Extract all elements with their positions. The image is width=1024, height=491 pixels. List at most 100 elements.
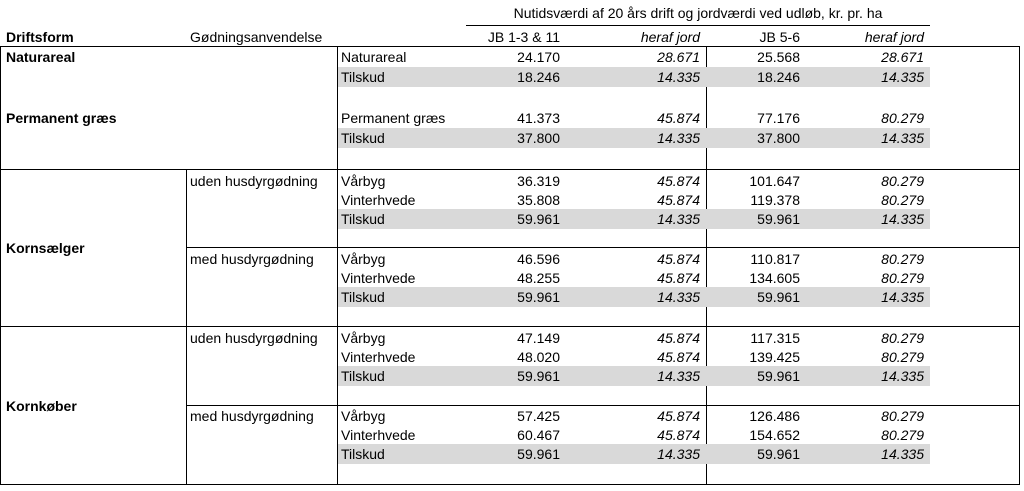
row-crop-label: Vinterhvede [341, 427, 416, 443]
row-value-jb1: 48.020 [517, 349, 560, 365]
shaded-row-background [338, 209, 930, 229]
row-crop-label: Vårbyg [341, 251, 386, 267]
row-value-heraf1: 45.874 [657, 251, 700, 267]
row-value-heraf1: 45.874 [657, 192, 700, 208]
col-header-jb1: JB 1-3 & 11 [487, 29, 560, 45]
row-value-jb2: 59.961 [757, 446, 800, 462]
row-value-heraf1: 14.335 [657, 211, 700, 227]
row-value-jb1: 41.373 [517, 110, 560, 126]
row-value-heraf2: 14.335 [881, 130, 924, 146]
row-value-jb1: 46.596 [517, 251, 560, 267]
row-value-jb1: 36.319 [517, 173, 560, 189]
row-crop-label: Tilskud [341, 130, 385, 146]
row-crop-label: Vinterhvede [341, 349, 416, 365]
row-crop-label: Tilskud [341, 69, 385, 85]
row-value-jb2: 25.568 [757, 49, 800, 65]
row-value-heraf2: 14.335 [881, 69, 924, 85]
row-value-heraf1: 45.874 [657, 110, 700, 126]
section-rule [0, 326, 1020, 327]
header-underline [466, 25, 930, 26]
row-value-heraf1: 45.874 [657, 330, 700, 346]
shaded-row-background [338, 444, 930, 464]
row-value-heraf1: 14.335 [657, 130, 700, 146]
row-value-jb2: 59.961 [757, 368, 800, 384]
row-value-jb1: 35.808 [517, 192, 560, 208]
subgroup-label: med husdyrgødning [190, 251, 314, 267]
row-crop-label: Vårbyg [341, 408, 386, 424]
row-crop-label: Naturareal [341, 49, 407, 65]
column-divider [186, 169, 187, 484]
row-value-heraf1: 45.874 [657, 349, 700, 365]
row-value-heraf2: 14.335 [881, 368, 924, 384]
row-value-heraf2: 80.279 [881, 173, 924, 189]
table-left-border [0, 46, 1, 484]
row-value-heraf2: 14.335 [881, 446, 924, 462]
subgroup-label: uden husdyrgødning [190, 173, 318, 189]
row-value-jb2: 139.425 [749, 349, 800, 365]
row-crop-label: Tilskud [341, 211, 385, 227]
row-value-heraf2: 80.279 [881, 427, 924, 443]
row-crop-label: Vårbyg [341, 330, 386, 346]
row-value-heraf2: 80.279 [881, 330, 924, 346]
header-span-title: Nutidsværdi af 20 års drift og jordværdi… [513, 5, 883, 21]
col-header-heraf1: heraf jord [640, 29, 700, 45]
row-value-heraf2: 14.335 [881, 211, 924, 227]
header-rule [0, 46, 1020, 47]
row-value-jb1: 48.255 [517, 270, 560, 286]
col-header-godning: Gødningsanvendelse [190, 29, 323, 45]
subsection-rule [186, 405, 1020, 406]
row-value-jb2: 77.176 [757, 110, 800, 126]
row-value-heraf2: 28.671 [881, 49, 924, 65]
row-crop-label: Permanent græs [341, 110, 446, 126]
row-value-heraf1: 45.874 [657, 270, 700, 286]
table-right-border [1019, 46, 1020, 484]
row-value-jb2: 18.246 [757, 69, 800, 85]
shaded-row-background [338, 128, 930, 148]
row-value-jb1: 59.961 [517, 368, 560, 384]
row-value-heraf1: 45.874 [657, 408, 700, 424]
row-value-jb2: 154.652 [749, 427, 800, 443]
shaded-row-background [338, 287, 930, 307]
row-value-jb1: 18.246 [517, 69, 560, 85]
row-value-heraf2: 80.279 [881, 251, 924, 267]
row-value-jb1: 59.961 [517, 289, 560, 305]
row-value-jb1: 57.425 [517, 408, 560, 424]
row-crop-label: Tilskud [341, 368, 385, 384]
row-value-heraf1: 14.335 [657, 289, 700, 305]
row-value-jb1: 59.961 [517, 211, 560, 227]
row-value-jb2: 110.817 [750, 251, 800, 267]
group-label: Kornsælger [6, 240, 85, 256]
shaded-row-background [338, 366, 930, 386]
row-value-jb2: 59.961 [757, 289, 800, 305]
row-crop-label: Vårbyg [341, 173, 386, 189]
subgroup-label: uden husdyrgødning [190, 330, 318, 346]
col-header-jb2: JB 5-6 [759, 29, 800, 45]
row-crop-label: Tilskud [341, 446, 385, 462]
row-value-jb1: 59.961 [517, 446, 560, 462]
row-value-jb2: 59.961 [757, 211, 800, 227]
row-value-heraf1: 14.335 [657, 69, 700, 85]
row-value-jb2: 134.605 [749, 270, 800, 286]
row-crop-label: Tilskud [341, 289, 385, 305]
row-value-jb2: 37.800 [757, 130, 800, 146]
col-header-heraf2: heraf jord [864, 29, 924, 45]
group-label: Naturareal [6, 49, 76, 65]
row-value-heraf2: 80.279 [881, 408, 924, 424]
column-divider [706, 46, 707, 484]
subgroup-label: med husdyrgødning [190, 408, 314, 424]
section-rule [0, 169, 1020, 170]
row-value-heraf1: 14.335 [657, 368, 700, 384]
row-value-jb2: 101.647 [749, 173, 800, 189]
row-value-heraf1: 45.874 [657, 427, 700, 443]
row-value-jb2: 119.378 [750, 192, 800, 208]
row-value-heraf2: 80.279 [881, 270, 924, 286]
group-label: Kornkøber [6, 398, 77, 414]
row-value-jb1: 37.800 [517, 130, 560, 146]
row-crop-label: Vinterhvede [341, 192, 416, 208]
section-rule [0, 484, 1020, 485]
row-value-jb2: 117.315 [750, 330, 800, 346]
row-value-heraf2: 80.279 [881, 349, 924, 365]
column-divider [337, 46, 338, 484]
row-value-jb1: 24.170 [517, 49, 560, 65]
shaded-row-background [338, 67, 930, 87]
